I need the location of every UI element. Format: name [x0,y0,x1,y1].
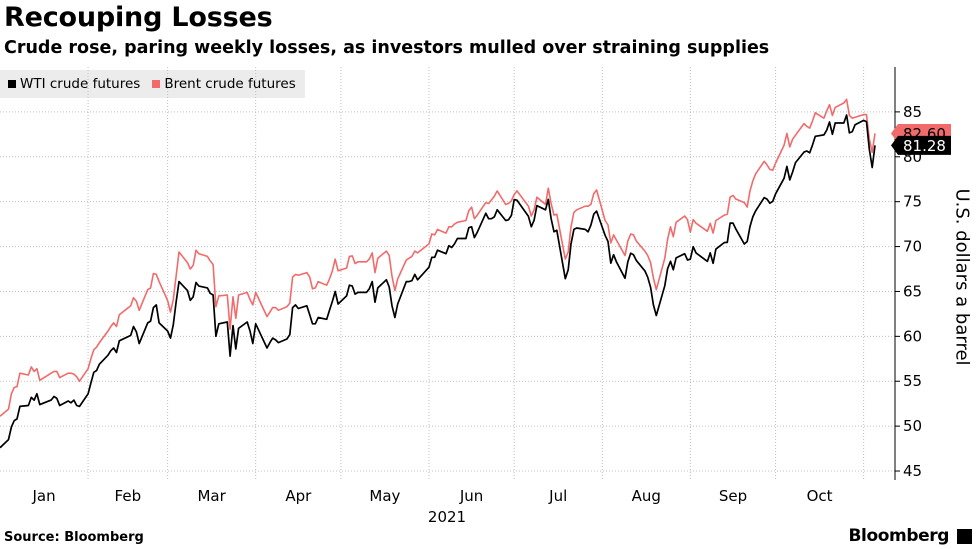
x-tick-label-jun: Jun [459,487,483,505]
bloomberg-logo: Bloomberg [848,526,949,546]
chart-subtitle: Crude rose, paring weekly losses, as inv… [4,38,770,58]
y-tick-label-50: 50 [903,417,922,435]
series-line-wti [0,114,876,449]
legend-label-wti: WTI crude futures [20,76,141,92]
x-tick-label-may: May [369,487,400,505]
series-line-brent [0,98,876,417]
legend-item-brent: Brent crude futures [152,76,296,92]
y-tick-label-65: 65 [903,282,922,300]
end-label-wti-value: 81.28 [903,137,946,155]
bloomberg-logo-icon [957,529,972,544]
legend-item-wti: WTI crude futures [8,76,140,92]
y-tick-label-75: 75 [903,193,922,211]
end-label-wti-tag [891,135,951,155]
y-tick-label-55: 55 [903,372,922,390]
x-tick-label-jul: Jul [548,487,567,505]
y-axis-label: U.S. dollars a barrel [951,188,973,366]
source-note: Source: Bloomberg [4,530,144,545]
x-tick-label-aug: Aug [632,487,661,505]
series-lines [0,98,876,449]
x-tick-label-apr: Apr [285,487,312,505]
legend-swatch-wti [8,80,16,88]
x-tick-label-feb: Feb [115,487,142,505]
x-tick-label-mar: Mar [197,487,226,505]
grid [0,67,895,480]
legend-swatch-brent [152,80,161,88]
x-axis-year-label: 2021 [427,508,467,526]
y-tick-label-70: 70 [903,238,922,256]
y-tick-label-60: 60 [903,327,922,345]
y-tick-label-45: 45 [903,462,922,480]
x-tick-label-jan: Jan [31,487,55,505]
legend-label-brent: Brent crude futures [164,76,296,92]
legend: WTI crude futures Brent crude futures [0,70,305,98]
x-tick-label-oct: Oct [807,487,833,505]
x-tick-label-sep: Sep [719,487,747,505]
chart-title: Recouping Losses [4,2,273,33]
y-tick-label-85: 85 [903,103,922,121]
